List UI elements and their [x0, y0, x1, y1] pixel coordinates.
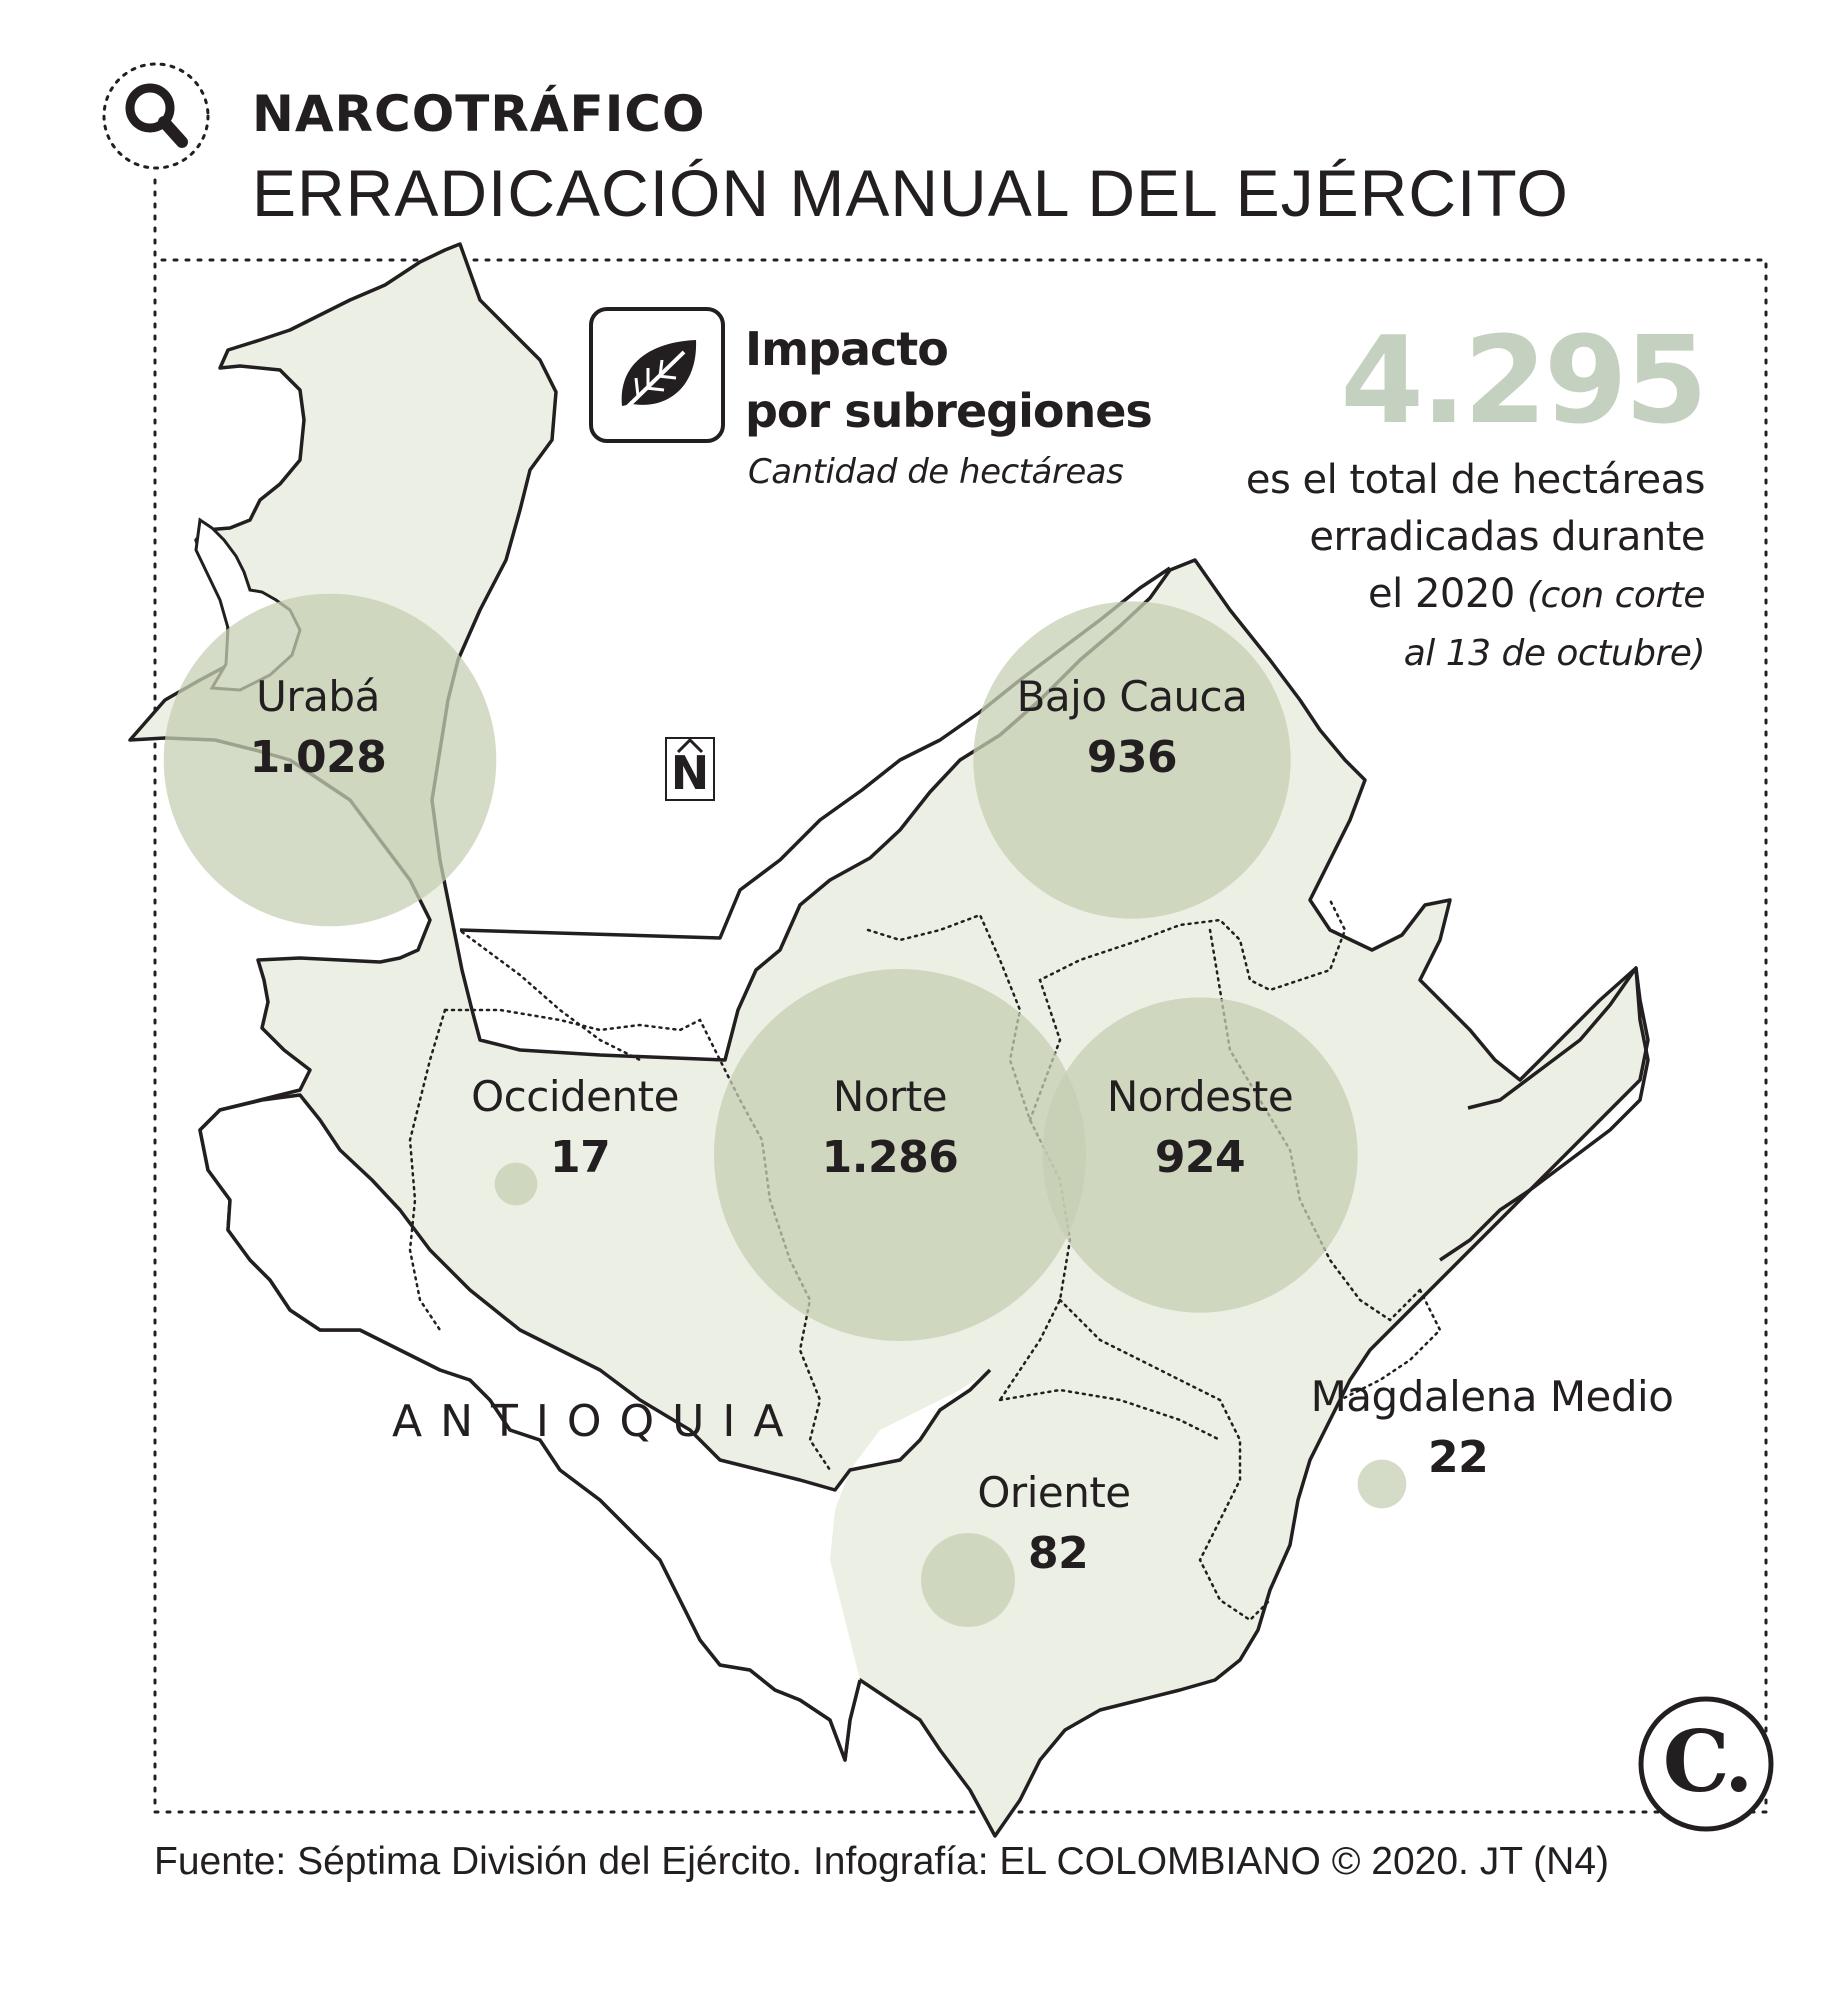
eastern-border — [1439, 966, 1650, 1262]
western-border — [198, 1098, 862, 1762]
bubble-nordeste — [1042, 997, 1358, 1313]
source-footer: Fuente: Séptima División del Ejército. I… — [154, 1840, 1609, 1883]
total-line3: el 2020 — [1368, 571, 1515, 617]
logo-letter: C. — [1662, 1712, 1754, 1811]
bubble-urab- — [163, 593, 497, 927]
bubble-oriente — [921, 1533, 1015, 1627]
northern-cutout — [450, 560, 1160, 938]
region-value: 22 — [1428, 1432, 1489, 1483]
legend-title: Impacto por subregiones — [745, 318, 1153, 442]
southwest-cutout — [200, 1095, 990, 1760]
search-icon — [102, 62, 210, 170]
north-arrow-icon — [665, 737, 715, 801]
region-value: 936 — [1086, 732, 1178, 783]
page-title: ERRADICACIÓN MANUAL DEL EJÉRCITO — [252, 156, 1569, 230]
bubble-occidente — [494, 1162, 538, 1206]
region-name: Oriente — [977, 1468, 1131, 1517]
bubble-layer — [163, 593, 1407, 1627]
north-label: N — [670, 746, 710, 800]
region-name: Occidente — [471, 1072, 679, 1121]
total-line1: es el total de hectáreas — [1245, 457, 1706, 503]
region-value: 1.286 — [821, 1132, 959, 1183]
legend-title-line1: Impacto — [745, 322, 949, 376]
total-value: 4.295 — [1340, 312, 1708, 451]
el-colombiano-logo — [1638, 1696, 1774, 1832]
bubble-bajo-cauca — [973, 601, 1291, 919]
region-name: Norte — [832, 1072, 948, 1121]
region-name: Magdalena Medio — [1310, 1372, 1674, 1421]
region-value: 1.028 — [249, 732, 387, 783]
bubble-magdalena-medio — [1357, 1459, 1407, 1509]
leaf-icon — [589, 307, 725, 443]
total-note2: al 13 de octubre) — [1403, 633, 1706, 674]
southwest-border — [261, 1093, 992, 1492]
kicker: NARCOTRÁFICO — [252, 85, 706, 143]
region-value: 82 — [1028, 1528, 1089, 1579]
bubble-norte — [714, 969, 1086, 1341]
legend-title-line2: por subregiones — [745, 384, 1153, 438]
legend-subtitle: Cantidad de hectáreas — [748, 452, 1124, 492]
total-note1: (con corte — [1526, 575, 1706, 616]
total-line2: erradicadas durante — [1309, 514, 1705, 560]
total-description: es el total de hectáreas erradicadas dur… — [1105, 452, 1706, 682]
region-value: 924 — [1154, 1132, 1246, 1183]
region-name: Nordeste — [1106, 1072, 1294, 1121]
region-name: Bajo Cauca — [1016, 672, 1248, 721]
region-name: Urabá — [256, 672, 380, 721]
department-label: ANTIOQUIA — [392, 1396, 802, 1447]
region-value: 17 — [550, 1132, 611, 1183]
dotted-frame — [153, 178, 1768, 1814]
